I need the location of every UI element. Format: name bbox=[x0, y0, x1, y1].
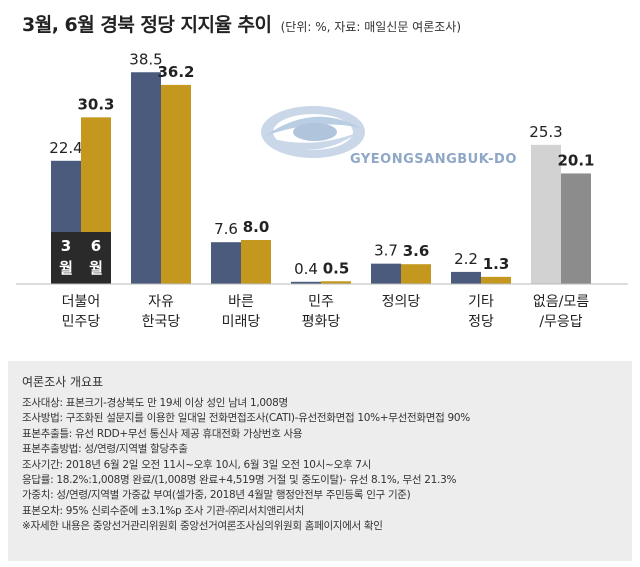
data-label-june-4: 3.6 bbox=[403, 242, 430, 260]
data-label-june-5: 1.3 bbox=[483, 255, 510, 273]
data-label-march-2: 7.6 bbox=[214, 220, 238, 238]
data-label-march-4: 3.7 bbox=[374, 242, 398, 260]
bar-march-5 bbox=[451, 271, 481, 284]
bar-june-1 bbox=[161, 84, 191, 285]
legend-label-march: 3 bbox=[61, 237, 71, 255]
bar-june-2 bbox=[241, 240, 271, 284]
bar-march-4 bbox=[371, 263, 401, 284]
bar-march-3 bbox=[291, 281, 321, 284]
survey-line: 표본추출방법: 성/연령/지역별 할당추출 bbox=[22, 443, 188, 456]
legend-swatch-june bbox=[81, 232, 111, 284]
data-label-june-1: 36.2 bbox=[157, 63, 194, 81]
category-label-6: /무응답 bbox=[539, 314, 582, 330]
survey-line: 표본오차: 95% 신뢰수준에 ±3.1%p 조사 기관-㈜리서치앤리서치 bbox=[22, 504, 305, 517]
data-label-march-6: 25.3 bbox=[529, 123, 562, 141]
category-label-0: 민주당 bbox=[62, 314, 101, 330]
bar-march-2 bbox=[211, 242, 241, 284]
category-label-3: 민주 bbox=[308, 294, 334, 310]
survey-line: 조사기간: 2018년 6월 2일 오전 11시~오후 10시, 6월 3일 오… bbox=[22, 458, 371, 471]
data-label-march-1: 38.5 bbox=[129, 50, 162, 68]
survey-line: 응답률: 18.2%:1,008명 완료/(1,008명 완료+4,519명 거… bbox=[22, 474, 457, 487]
survey-line: 조사방법: 구조화된 설문지를 이용한 일대일 전화면접조사(CATI)-유선전… bbox=[22, 412, 470, 425]
category-label-6: 없음/모름 bbox=[533, 294, 589, 310]
category-label-5: 기타 bbox=[468, 294, 494, 310]
data-label-june-0: 30.3 bbox=[77, 95, 114, 113]
data-label-march-0: 22.4 bbox=[49, 139, 82, 157]
category-label-2: 바른 bbox=[228, 294, 254, 310]
survey-overview-box: 여론조사 개요표 조사대상: 표본크기-경상북도 만 19세 이상 성인 남녀 … bbox=[8, 361, 632, 561]
logo-emblem-icon bbox=[261, 106, 365, 158]
survey-line: 표본추출틀: 유선 RDD+무선 통신사 제공 휴대전화 가상번호 사용 bbox=[22, 427, 303, 440]
category-label-3: 평화당 bbox=[302, 314, 341, 330]
category-label-5: 정당 bbox=[468, 314, 494, 330]
data-label-june-3: 0.5 bbox=[323, 259, 350, 277]
data-label-march-3: 0.4 bbox=[294, 260, 318, 278]
bar-june-3 bbox=[321, 281, 351, 284]
survey-title: 여론조사 개요표 bbox=[22, 375, 104, 389]
survey-line: 조사대상: 표본크기-경상북도 만 19세 이상 성인 남녀 1,008명 bbox=[22, 397, 288, 409]
bar-june-5 bbox=[481, 276, 511, 284]
category-label-4: 정의당 bbox=[382, 294, 421, 310]
data-label-march-5: 2.2 bbox=[454, 250, 478, 268]
chart-title: 3월, 6월 경북 정당 지지율 추이 bbox=[22, 14, 272, 36]
legend-swatch-march bbox=[51, 232, 81, 284]
category-label-1: 한국당 bbox=[142, 314, 181, 330]
bar-march-6 bbox=[531, 144, 561, 284]
legend-label-june: 6 bbox=[91, 237, 101, 255]
category-label-1: 자유 bbox=[148, 294, 174, 310]
survey-line: 가중치: 성/연령/지역별 가중값 부여(셀가중, 2018년 4월말 행정안전… bbox=[22, 489, 411, 502]
logo-text: GYEONGSANGBUK-DO bbox=[350, 152, 517, 167]
legend-label-june: 월 bbox=[89, 259, 103, 277]
category-label-0: 더불어 bbox=[62, 294, 101, 310]
bar-june-4 bbox=[401, 264, 431, 284]
data-label-june-6: 20.1 bbox=[557, 151, 594, 169]
title-row: 3월, 6월 경북 정당 지지율 추이 (단위: %, 자료: 매일신문 여론조… bbox=[22, 10, 461, 37]
bar-march-1 bbox=[131, 72, 161, 284]
bar-june-6 bbox=[561, 173, 591, 284]
survey-line: ※자세한 내용은 중앙선거관리위원회 중앙선거여론조사심의위원회 홈페이지에서 … bbox=[22, 520, 383, 533]
category-label-2: 미래당 bbox=[222, 314, 261, 330]
legend-label-march: 월 bbox=[59, 259, 73, 277]
gyeongsangbuk-do-logo: GYEONGSANGBUK-DO bbox=[255, 92, 516, 202]
data-label-june-2: 8.0 bbox=[243, 218, 270, 236]
chart-subtitle: (단위: %, 자료: 매일신문 여론조사) bbox=[280, 20, 462, 34]
